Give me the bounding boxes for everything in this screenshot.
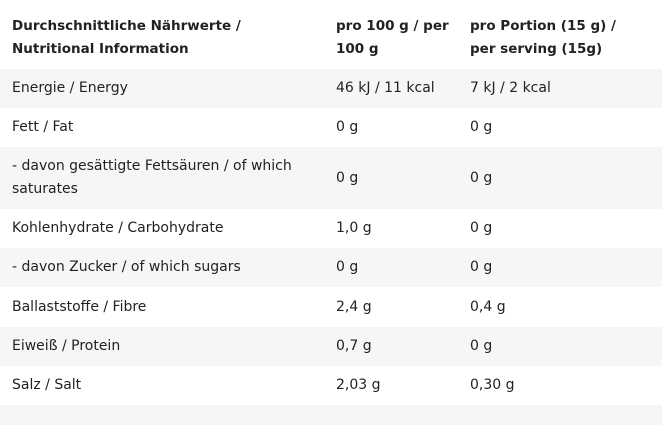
row-per-100g: 2,03 g [336, 377, 381, 393]
table-row-sugars: - davon Zucker / of which sugars 0 g 0 g [0, 248, 662, 287]
table-footer-strip [0, 405, 662, 425]
row-per-100g: 0,7 g [336, 338, 372, 354]
table-row-energy: Energie / Energy 46 kJ / 11 kcal 7 kJ / … [0, 69, 662, 108]
table-row-fibre: Ballaststoffe / Fibre 2,4 g 0,4 g [0, 287, 662, 327]
header-per-portion: pro Portion (15 g) / per serving (15g) [470, 18, 616, 57]
row-label: - davon gesättigte Fettsäuren / of which… [12, 158, 292, 197]
row-per-100g: 2,4 g [336, 299, 372, 315]
row-per-portion: 0 g [470, 119, 493, 135]
row-label: Energie / Energy [12, 80, 128, 96]
row-per-100g: 46 kJ / 11 kcal [336, 80, 435, 96]
row-label: - davon Zucker / of which sugars [12, 259, 241, 275]
row-label: Eiweiß / Protein [12, 338, 121, 354]
header-nutrition-info: Durchschnittliche Nährwerte / Nutritiona… [12, 18, 241, 57]
table-row-carbohydrate: Kohlenhydrate / Carbohydrate 1,0 g 0 g [0, 209, 662, 248]
row-per-100g: 1,0 g [336, 220, 372, 236]
row-label: Ballaststoffe / Fibre [12, 299, 147, 315]
row-per-100g: 0 g [336, 259, 359, 275]
row-per-portion: 0 g [470, 220, 493, 236]
table-row-salt: Salz / Salt 2,03 g 0,30 g [0, 366, 662, 405]
row-per-100g: 0 g [336, 170, 359, 186]
row-per-portion: 0,30 g [470, 377, 515, 393]
table-row-protein: Eiweiß / Protein 0,7 g 0 g [0, 327, 662, 366]
row-per-portion: 0 g [470, 170, 493, 186]
row-label: Salz / Salt [12, 377, 82, 393]
table-row-fat: Fett / Fat 0 g 0 g [0, 108, 662, 147]
row-per-portion: 0 g [470, 259, 493, 275]
row-per-portion: 0,4 g [470, 299, 506, 315]
row-per-portion: 7 kJ / 2 kcal [470, 80, 551, 96]
row-label: Fett / Fat [12, 119, 74, 135]
header-per-100g: pro 100 g / per 100 g [336, 18, 449, 57]
table-row-saturates: - davon gesättigte Fettsäuren / of which… [0, 147, 662, 209]
row-per-100g: 0 g [336, 119, 359, 135]
row-per-portion: 0 g [470, 338, 493, 354]
row-label: Kohlenhydrate / Carbohydrate [12, 220, 224, 236]
table-header-row: Durchschnittliche Nährwerte / Nutritiona… [0, 0, 662, 69]
